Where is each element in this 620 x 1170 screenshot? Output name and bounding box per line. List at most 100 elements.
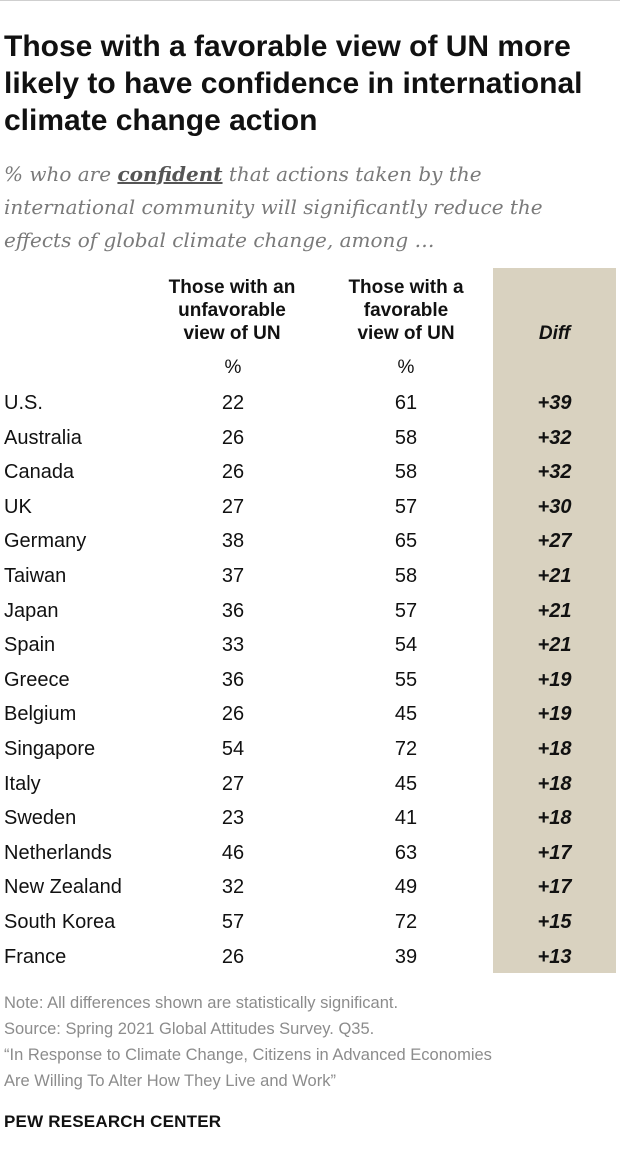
favorable-value: 63 bbox=[394, 841, 418, 864]
unfavorable-value: 23 bbox=[221, 807, 245, 830]
unfavorable-value: 36 bbox=[221, 599, 245, 622]
favorable-value: 57 bbox=[394, 599, 418, 622]
column-header-favorable: Those with a favorable view of UN bbox=[348, 277, 464, 344]
table-row: Taiwan 37 58 +21 bbox=[0, 561, 620, 591]
diff-value: +18 bbox=[537, 772, 572, 795]
unfavorable-value: 38 bbox=[221, 530, 245, 553]
diff-value: +18 bbox=[537, 738, 572, 760]
favorable-value: 58 bbox=[394, 426, 418, 449]
unfavorable-value: 36 bbox=[221, 668, 245, 691]
unfavorable-value: 46 bbox=[221, 841, 245, 864]
diff-value: +15 bbox=[537, 911, 572, 933]
table-row: New Zealand 32 49 +17 bbox=[0, 872, 620, 902]
chart-title: Those with a favorable view of UN more l… bbox=[4, 30, 583, 137]
unfavorable-value: 27 bbox=[221, 772, 245, 795]
column-header-diff: Diff bbox=[538, 323, 571, 344]
diff-value: +19 bbox=[537, 703, 572, 726]
diff-value: +21 bbox=[537, 599, 572, 622]
diff-value: +32 bbox=[537, 461, 572, 484]
country-label: U.S. bbox=[4, 392, 43, 414]
table-row: South Korea 57 72 +15 bbox=[0, 907, 620, 937]
country-label: New Zealand bbox=[4, 876, 122, 899]
favorable-value: 39 bbox=[394, 945, 418, 968]
favorable-value: 55 bbox=[394, 668, 418, 691]
unfavorable-value: 32 bbox=[221, 876, 245, 899]
table-row: Greece 36 55 +19 bbox=[0, 665, 620, 695]
table-row: Spain 33 54 +21 bbox=[0, 630, 620, 660]
table-row: Belgium 26 45 +19 bbox=[0, 699, 620, 729]
diff-column-band bbox=[493, 268, 616, 973]
country-label: Greece bbox=[4, 668, 70, 691]
country-label: Italy bbox=[4, 772, 41, 795]
unfavorable-value: 33 bbox=[221, 634, 245, 657]
unit-label-favorable: % bbox=[397, 357, 415, 378]
top-divider bbox=[0, 0, 620, 1]
subtitle-prefix: % who are bbox=[4, 162, 118, 186]
favorable-value: 45 bbox=[394, 703, 418, 726]
favorable-value: 54 bbox=[394, 634, 418, 657]
country-label: Spain bbox=[4, 634, 56, 657]
country-label: Taiwan bbox=[4, 565, 67, 587]
diff-value: +21 bbox=[537, 634, 572, 657]
table-row: France 26 39 +13 bbox=[0, 942, 620, 972]
country-label: Netherlands bbox=[4, 841, 112, 864]
unfavorable-value: 22 bbox=[221, 392, 245, 414]
table-row: Canada 26 58 +32 bbox=[0, 457, 620, 487]
table-row: UK 27 57 +30 bbox=[0, 492, 620, 522]
chart-subtitle: % who are confident that actions taken b… bbox=[4, 158, 604, 257]
table-row: U.S. 22 61 +39 bbox=[0, 388, 620, 418]
unfavorable-value: 26 bbox=[221, 703, 245, 726]
diff-value: +27 bbox=[537, 530, 572, 553]
table-row: Singapore 54 72 +18 bbox=[0, 734, 620, 764]
favorable-value: 45 bbox=[394, 772, 418, 795]
unfavorable-value: 26 bbox=[221, 426, 245, 449]
table-row: Australia 26 58 +32 bbox=[0, 423, 620, 453]
table-row: Italy 27 45 +18 bbox=[0, 769, 620, 799]
favorable-value: 65 bbox=[394, 530, 418, 553]
table-row: Netherlands 46 63 +17 bbox=[0, 838, 620, 868]
brand-logo-text: PEW RESEARCH CENTER bbox=[4, 1112, 222, 1131]
unfavorable-value: 57 bbox=[221, 911, 245, 933]
favorable-value: 58 bbox=[394, 461, 418, 484]
note-text: Note: All differences shown are statisti… bbox=[4, 994, 399, 1012]
favorable-value: 72 bbox=[394, 911, 418, 933]
footnotes: Note: All differences shown are statisti… bbox=[4, 990, 616, 1094]
diff-value: +30 bbox=[537, 495, 572, 518]
favorable-value: 58 bbox=[394, 565, 418, 587]
report-title-line-1: “In Response to Climate Change, Citizens… bbox=[4, 1046, 492, 1064]
unfavorable-value: 26 bbox=[221, 945, 245, 968]
report-title-line-2: Are Willing To Alter How They Live and W… bbox=[4, 1072, 336, 1090]
favorable-value: 57 bbox=[394, 495, 418, 518]
diff-value: +32 bbox=[537, 426, 572, 449]
diff-value: +18 bbox=[537, 807, 572, 830]
country-label: France bbox=[4, 945, 67, 968]
diff-value: +17 bbox=[537, 876, 572, 899]
unfavorable-value: 27 bbox=[221, 495, 245, 518]
country-label: Canada bbox=[4, 461, 75, 484]
unfavorable-value: 54 bbox=[221, 738, 245, 760]
country-label: Singapore bbox=[4, 738, 96, 760]
diff-value: +21 bbox=[537, 565, 572, 587]
country-label: South Korea bbox=[4, 911, 116, 933]
country-label: UK bbox=[4, 495, 32, 518]
column-header-unfavorable: Those with an unfavorable view of UN bbox=[168, 277, 296, 344]
country-label: Belgium bbox=[4, 703, 77, 726]
table-row: Japan 36 57 +21 bbox=[0, 596, 620, 626]
unfavorable-value: 26 bbox=[221, 461, 245, 484]
subtitle-suffix: that actions taken by the international … bbox=[4, 162, 543, 252]
diff-value: +19 bbox=[537, 668, 572, 691]
diff-value: +13 bbox=[537, 945, 572, 968]
favorable-value: 41 bbox=[394, 807, 418, 830]
country-label: Sweden bbox=[4, 807, 77, 830]
subtitle-keyword: confident bbox=[117, 162, 223, 186]
diff-value: +17 bbox=[537, 841, 572, 864]
country-label: Australia bbox=[4, 426, 82, 449]
unfavorable-value: 37 bbox=[221, 565, 245, 587]
unit-label-unfavorable: % bbox=[224, 357, 242, 378]
favorable-value: 49 bbox=[394, 876, 418, 899]
favorable-value: 61 bbox=[394, 392, 418, 414]
table-row: Sweden 23 41 +18 bbox=[0, 803, 620, 833]
diff-value: +39 bbox=[537, 392, 572, 414]
country-label: Germany bbox=[4, 530, 87, 553]
table-row: Germany 38 65 +27 bbox=[0, 526, 620, 556]
